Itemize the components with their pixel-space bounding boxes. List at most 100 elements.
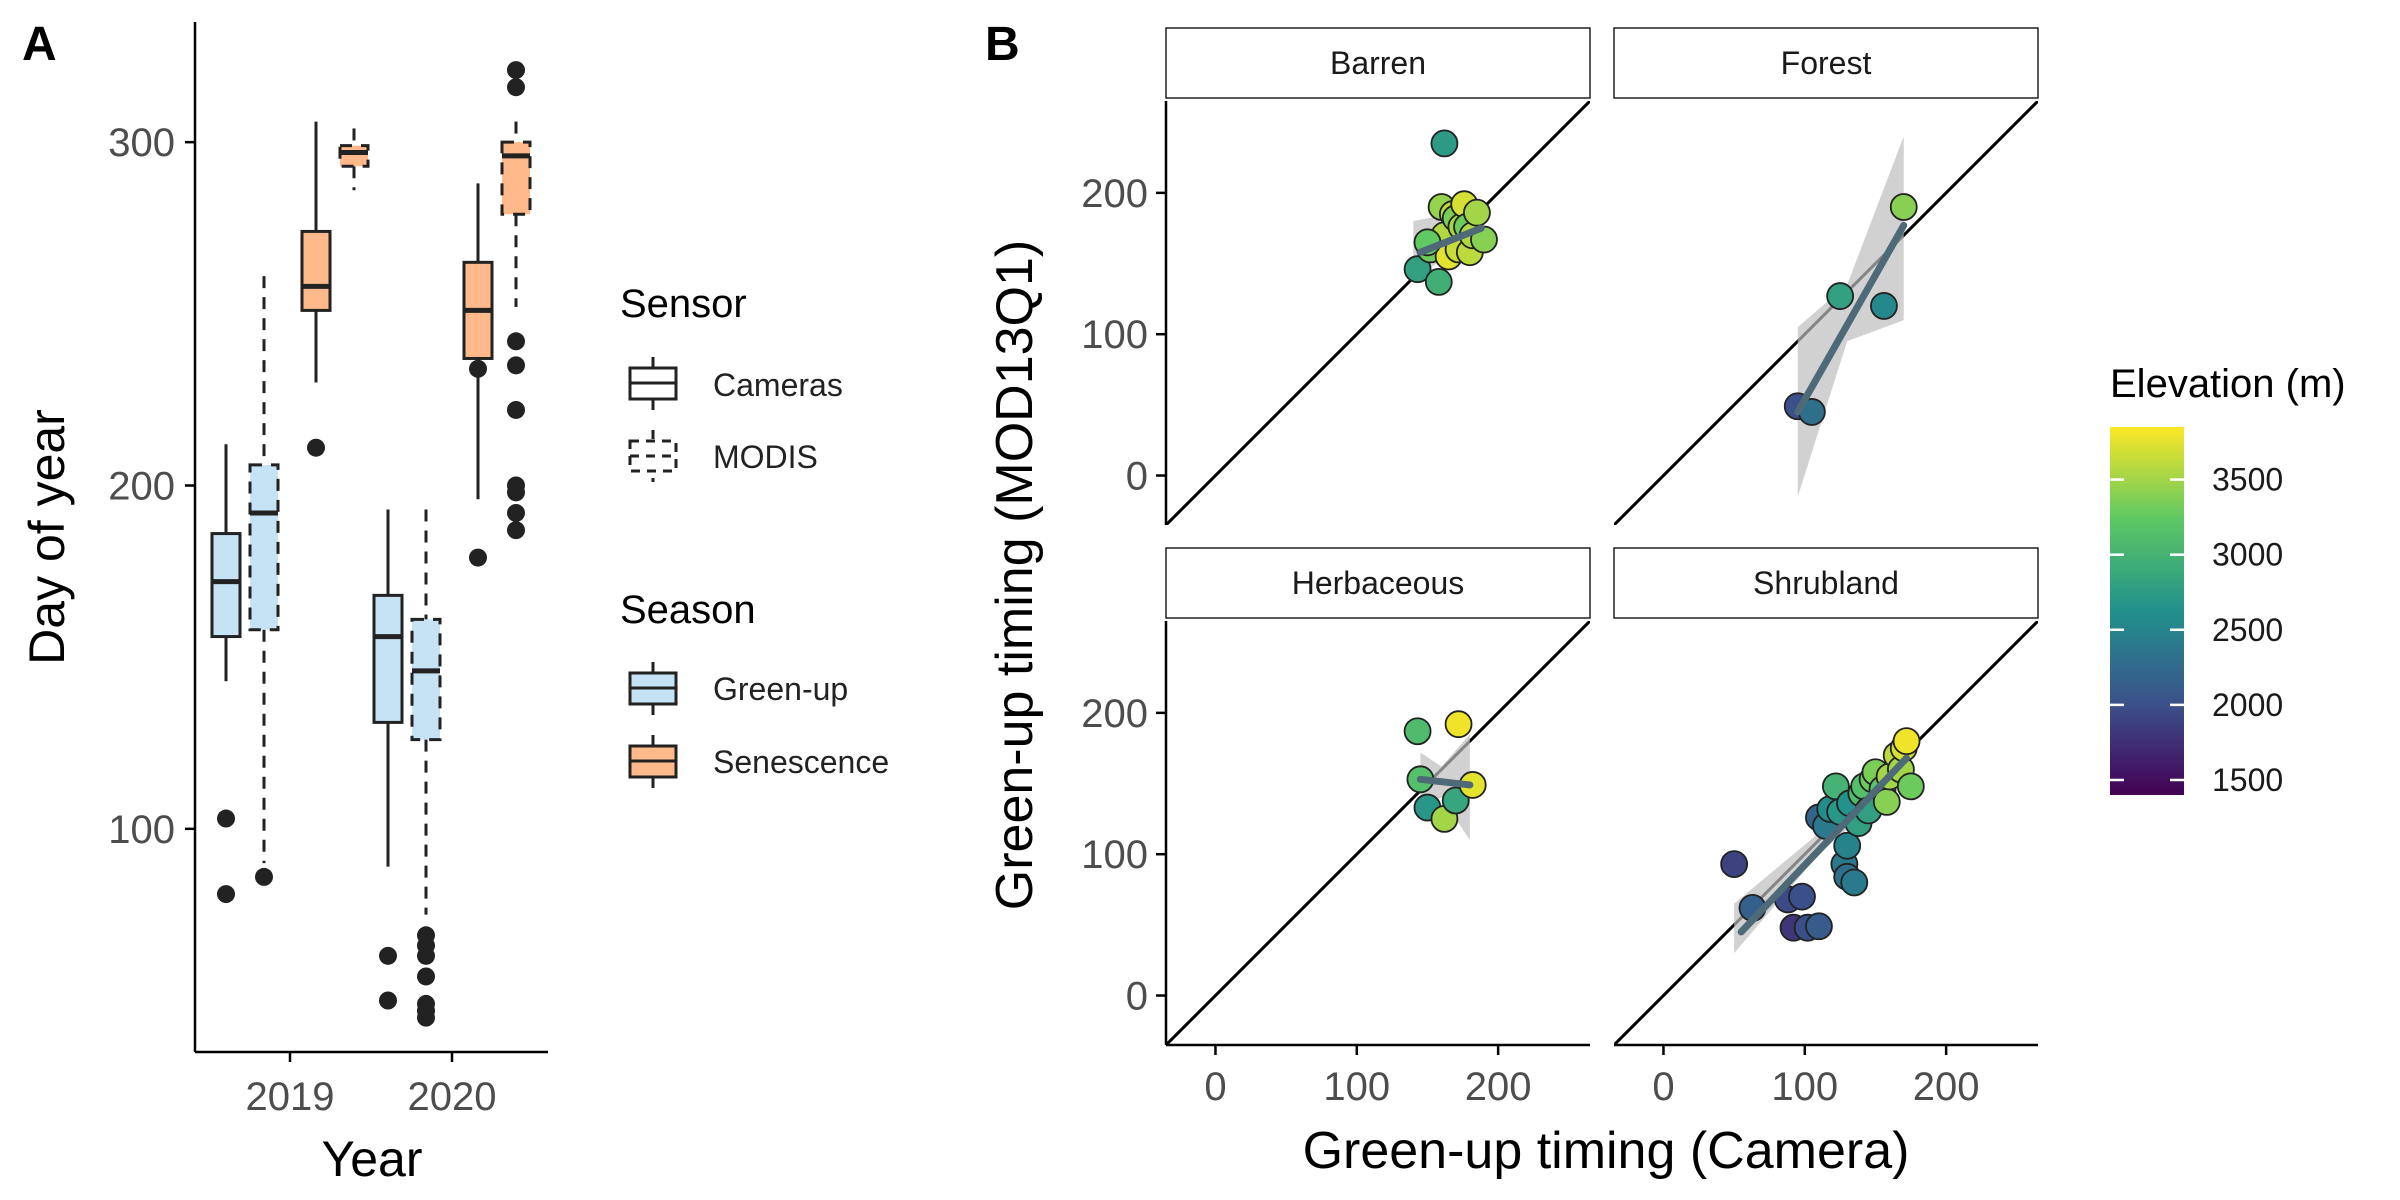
y-tick-label: 100 <box>108 808 175 852</box>
legend-label-greenup: Green-up <box>713 671 848 707</box>
colorbar-tick-label: 2000 <box>2212 687 2283 723</box>
facet-strip <box>1165 27 1591 99</box>
outlier-point <box>379 991 397 1010</box>
y-tick-label: 200 <box>108 465 175 509</box>
facet-strip <box>1165 547 1591 619</box>
colorbar-ticks: 1500 2000 2500 3000 3500 <box>2110 462 2283 798</box>
outlier-point <box>507 356 525 375</box>
data-point <box>1805 912 1833 941</box>
outlier-point <box>507 78 525 97</box>
facet-plot <box>1614 101 2038 525</box>
facet-y-tick-label: 0 <box>1126 975 1148 1019</box>
data-point <box>1444 710 1473 739</box>
legend-key-senescence <box>628 735 678 788</box>
legend-season-title: Season <box>620 588 756 632</box>
facet-barren: Barren 0 100 200 <box>1081 27 1591 525</box>
fit-line <box>1416 224 1485 256</box>
box-2020-green-up-cameras <box>372 509 404 1010</box>
facet-strip <box>1613 27 2039 99</box>
legend-key-greenup <box>628 662 678 715</box>
colorbar-gradient <box>2110 427 2184 795</box>
legend-key-modis <box>628 430 678 482</box>
facet-x-tick-label: 100 <box>1771 1065 1838 1109</box>
data-point <box>1896 772 1925 801</box>
x-axis-title: Year <box>321 1131 422 1187</box>
data-point <box>1826 282 1855 310</box>
facet-strip-label: Shrubland <box>1753 565 1899 601</box>
box-iqr <box>338 144 370 168</box>
data-point <box>1892 727 1921 756</box>
legend-sensor-title: Sensor <box>620 282 747 326</box>
outlier-point <box>417 967 435 986</box>
colorbar-title: Elevation (m) <box>2110 362 2346 406</box>
y-axis-title: Day of year <box>19 409 75 665</box>
facet-y-tick-label: 100 <box>1081 313 1148 357</box>
outlier-point <box>507 503 525 522</box>
data-point <box>1720 850 1749 878</box>
facet-x-tick-label: 100 <box>1323 1065 1390 1109</box>
facet-x-tick-label: 200 <box>1465 1065 1532 1109</box>
box-2019-senescence-modis <box>338 128 370 191</box>
facet-x-tick-label: 200 <box>1913 1065 1980 1109</box>
outlier-point <box>217 885 235 904</box>
fit-line <box>1794 221 1908 416</box>
colorbar: Elevation (m) 1500 2000 2500 3000 3500 <box>2110 362 2346 798</box>
outlier-point <box>507 332 525 351</box>
facet-x-tick-label: 0 <box>1204 1065 1226 1109</box>
panel-label-b: B <box>985 18 1020 71</box>
boxplot-area <box>210 61 532 1027</box>
data-point <box>1889 193 1918 221</box>
fit-line <box>1737 754 1911 936</box>
outlier-point <box>217 809 235 828</box>
facet-strip-label: Forest <box>1781 45 1872 81</box>
box-2019-green-up-cameras <box>210 444 242 904</box>
colorbar-tick-label: 3000 <box>2212 537 2283 573</box>
legend-season: Season Green-up Senescence <box>620 588 889 788</box>
legend-label-cameras: Cameras <box>713 367 843 403</box>
facet-plot <box>1166 621 1590 1045</box>
y-ticks: 100 200 300 <box>108 121 195 852</box>
legend-key-cameras <box>628 357 678 410</box>
data-point <box>1424 268 1453 296</box>
outlier-point <box>379 946 397 965</box>
x-ticks: 2019 2020 <box>246 1052 497 1119</box>
box-iqr <box>372 593 404 724</box>
box-iqr <box>210 532 242 639</box>
facet-plot <box>1166 101 1590 525</box>
y-tick-label: 300 <box>108 121 175 165</box>
y-axis-title-b: Green-up timing (MOD13Q1) <box>986 240 1044 910</box>
data-point <box>1403 717 1432 746</box>
panel-label-a: A <box>22 18 57 71</box>
facet-strip-label: Herbaceous <box>1292 565 1465 601</box>
facet-x-tick-label: 0 <box>1652 1065 1674 1109</box>
colorbar-tick-label: 1500 <box>2212 762 2283 798</box>
x-tick-label: 2020 <box>408 1075 497 1119</box>
facet-plot <box>1614 621 2038 1045</box>
box-2019-green-up-modis <box>248 276 280 886</box>
outlier-point <box>417 994 435 1013</box>
outlier-point <box>507 521 525 540</box>
box-iqr <box>300 229 332 312</box>
legend-sensor: Sensor Cameras MODIS <box>620 282 843 482</box>
data-point <box>1430 129 1459 158</box>
box-2020-senescence-modis <box>500 61 532 540</box>
outlier-point <box>469 548 487 567</box>
facet-forest: Forest <box>1613 27 2039 525</box>
legend-label-senescence: Senescence <box>713 744 889 780</box>
outlier-point <box>507 61 525 80</box>
box-iqr <box>248 463 280 632</box>
facet-y-tick-label: 200 <box>1081 172 1148 216</box>
x-tick-label: 2019 <box>246 1075 335 1119</box>
facet-y-tick-label: 100 <box>1081 833 1148 877</box>
fit-line <box>1416 775 1474 789</box>
panel-b: Barren 0 100 200 Forest Herbaceous 0 100 200 0 100… <box>986 27 2039 1180</box>
box-iqr <box>410 617 442 742</box>
outlier-point <box>469 359 487 378</box>
data-point <box>1833 831 1862 860</box>
outlier-point <box>255 867 273 886</box>
facet-y-tick-label: 200 <box>1081 692 1148 736</box>
box-2020-senescence-cameras <box>462 183 494 567</box>
outlier-point <box>307 438 325 457</box>
colorbar-tick-label: 3500 <box>2212 462 2283 498</box>
